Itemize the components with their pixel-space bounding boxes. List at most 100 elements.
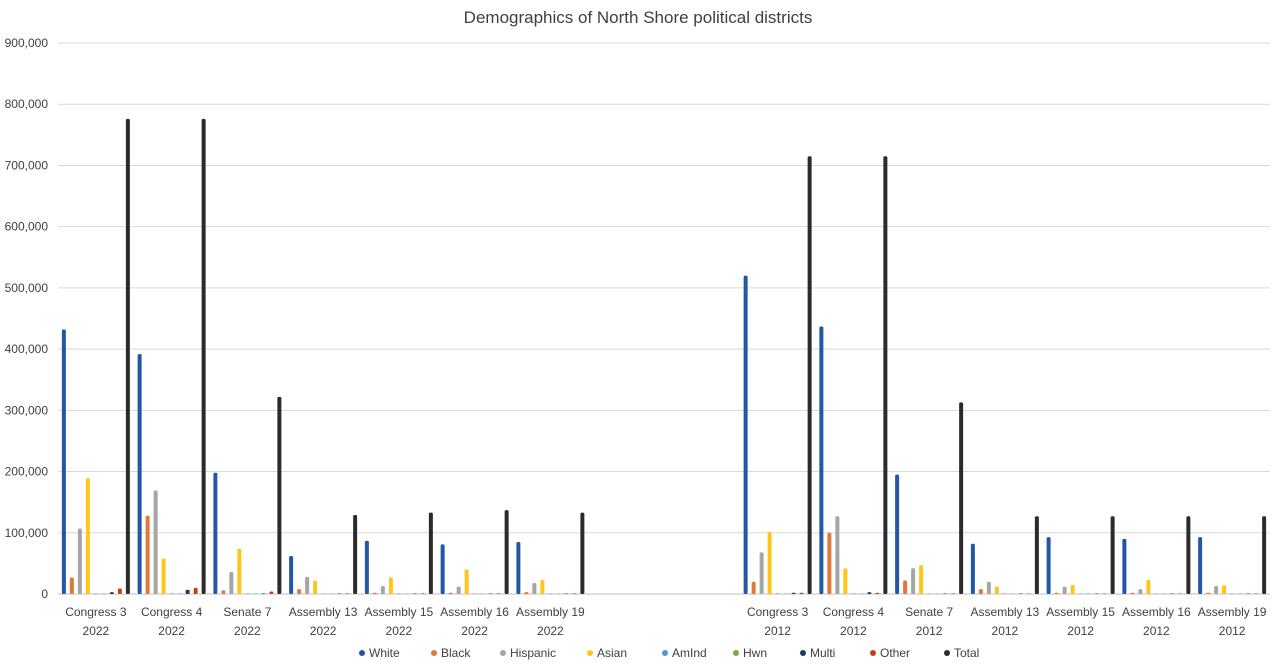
bar-hwn (177, 593, 182, 594)
bar-hwn (1086, 593, 1091, 594)
bar-total (959, 402, 964, 594)
bar-asian (85, 478, 90, 594)
bar-total (580, 512, 585, 594)
y-tick-label: 600,000 (5, 220, 49, 234)
bar-multi (1094, 593, 1099, 594)
y-tick-label: 800,000 (5, 97, 49, 111)
bar-white (137, 354, 142, 594)
bar-black (1206, 592, 1211, 594)
bar-multi (1018, 593, 1023, 594)
legend-marker-other (870, 650, 876, 656)
bar-asian (388, 577, 393, 594)
bar-multi (867, 592, 872, 594)
bar-hispanic (986, 581, 991, 594)
bar-total (277, 396, 282, 594)
bar-amind (396, 593, 401, 594)
bar-white (364, 540, 369, 594)
bar-white (1046, 537, 1051, 594)
legend-marker-multi (800, 650, 806, 656)
bar-white (213, 472, 218, 594)
x-tick-year: 2022 (461, 624, 488, 638)
bar-multi (261, 593, 266, 594)
x-tick-year: 2012 (764, 624, 791, 638)
bar-black (297, 589, 302, 594)
bar-hispanic (229, 571, 234, 594)
x-tick-year: 2012 (1067, 624, 1094, 638)
bar-hispanic (1214, 586, 1219, 594)
x-tick-label: Assembly 15 (365, 605, 434, 619)
bar-asian (767, 532, 772, 594)
bar-other (345, 593, 350, 594)
legend-marker-asian (587, 650, 593, 656)
bar-asian (161, 558, 166, 594)
bar-white (1198, 537, 1203, 594)
bar-white (895, 474, 900, 594)
bar-hispanic (532, 582, 537, 594)
bar-hwn (859, 593, 864, 594)
bar-other (951, 593, 956, 594)
bar-black (1130, 592, 1135, 594)
bar-other (799, 592, 804, 594)
legend-marker-white (359, 650, 365, 656)
bar-amind (1002, 593, 1007, 594)
y-tick-label: 200,000 (5, 465, 49, 479)
bar-amind (1154, 593, 1159, 594)
y-tick-label: 300,000 (5, 403, 49, 417)
bar-total (504, 510, 509, 594)
bar-multi (564, 593, 569, 594)
x-tick-label: Assembly 16 (1122, 605, 1191, 619)
bar-hispanic (153, 490, 158, 594)
legend-label-asian: Asian (597, 646, 627, 660)
bar-hispanic (1138, 589, 1143, 594)
bar-white (970, 543, 975, 594)
bar-other (1178, 593, 1183, 594)
bar-black (145, 515, 150, 594)
bar-hwn (329, 593, 334, 594)
y-tick-label: 900,000 (5, 36, 49, 50)
bar-white (61, 329, 66, 594)
x-tick-year: 2022 (537, 624, 564, 638)
bar-other (420, 593, 425, 594)
bar-asian (843, 568, 848, 594)
bar-amind (548, 593, 553, 594)
legend-label-white: White (369, 646, 400, 660)
bar-amind (245, 593, 250, 594)
bar-total (428, 512, 433, 594)
bar-asian (994, 586, 999, 594)
bar-black (903, 580, 908, 594)
y-axis-ticks: 0 100,000 200,000 300,000 400,000 500,000 600,… (5, 36, 49, 601)
x-tick-label: Senate 7 (223, 605, 271, 619)
bar-multi (1246, 593, 1251, 594)
bar-multi (109, 592, 114, 594)
legend-label-black: Black (441, 646, 471, 660)
bar-hispanic (1062, 586, 1067, 594)
bar-asian (313, 580, 318, 594)
bar-black (221, 590, 226, 594)
bar-white (743, 275, 748, 594)
x-axis-ticks: Congress 3 2022 Congress 4 2022 Senate 7 2022… (65, 605, 1267, 638)
bar-amind (321, 593, 326, 594)
legend-label-other: Other (880, 646, 910, 660)
bar-hwn (935, 593, 940, 594)
bar-total (1110, 516, 1115, 594)
bar-amind (472, 593, 477, 594)
bar-hwn (480, 593, 485, 594)
bar-other (117, 588, 122, 594)
bar-hispanic (380, 586, 385, 594)
bar-other (1254, 593, 1259, 594)
x-tick-label: Assembly 15 (1046, 605, 1115, 619)
bar-hwn (253, 593, 258, 594)
legend-label-hwn: Hwn (743, 646, 767, 660)
legend-marker-black (431, 650, 437, 656)
bar-amind (169, 593, 174, 594)
x-tick-year: 2022 (234, 624, 261, 638)
bar-hwn (404, 593, 409, 594)
bar-black (69, 577, 74, 594)
bar-total (807, 156, 812, 594)
x-tick-label: Congress 4 (823, 605, 885, 619)
bar-amind (1230, 593, 1235, 594)
bar-hwn (1162, 593, 1167, 594)
y-tick-label: 500,000 (5, 281, 49, 295)
x-tick-year: 2012 (992, 624, 1019, 638)
